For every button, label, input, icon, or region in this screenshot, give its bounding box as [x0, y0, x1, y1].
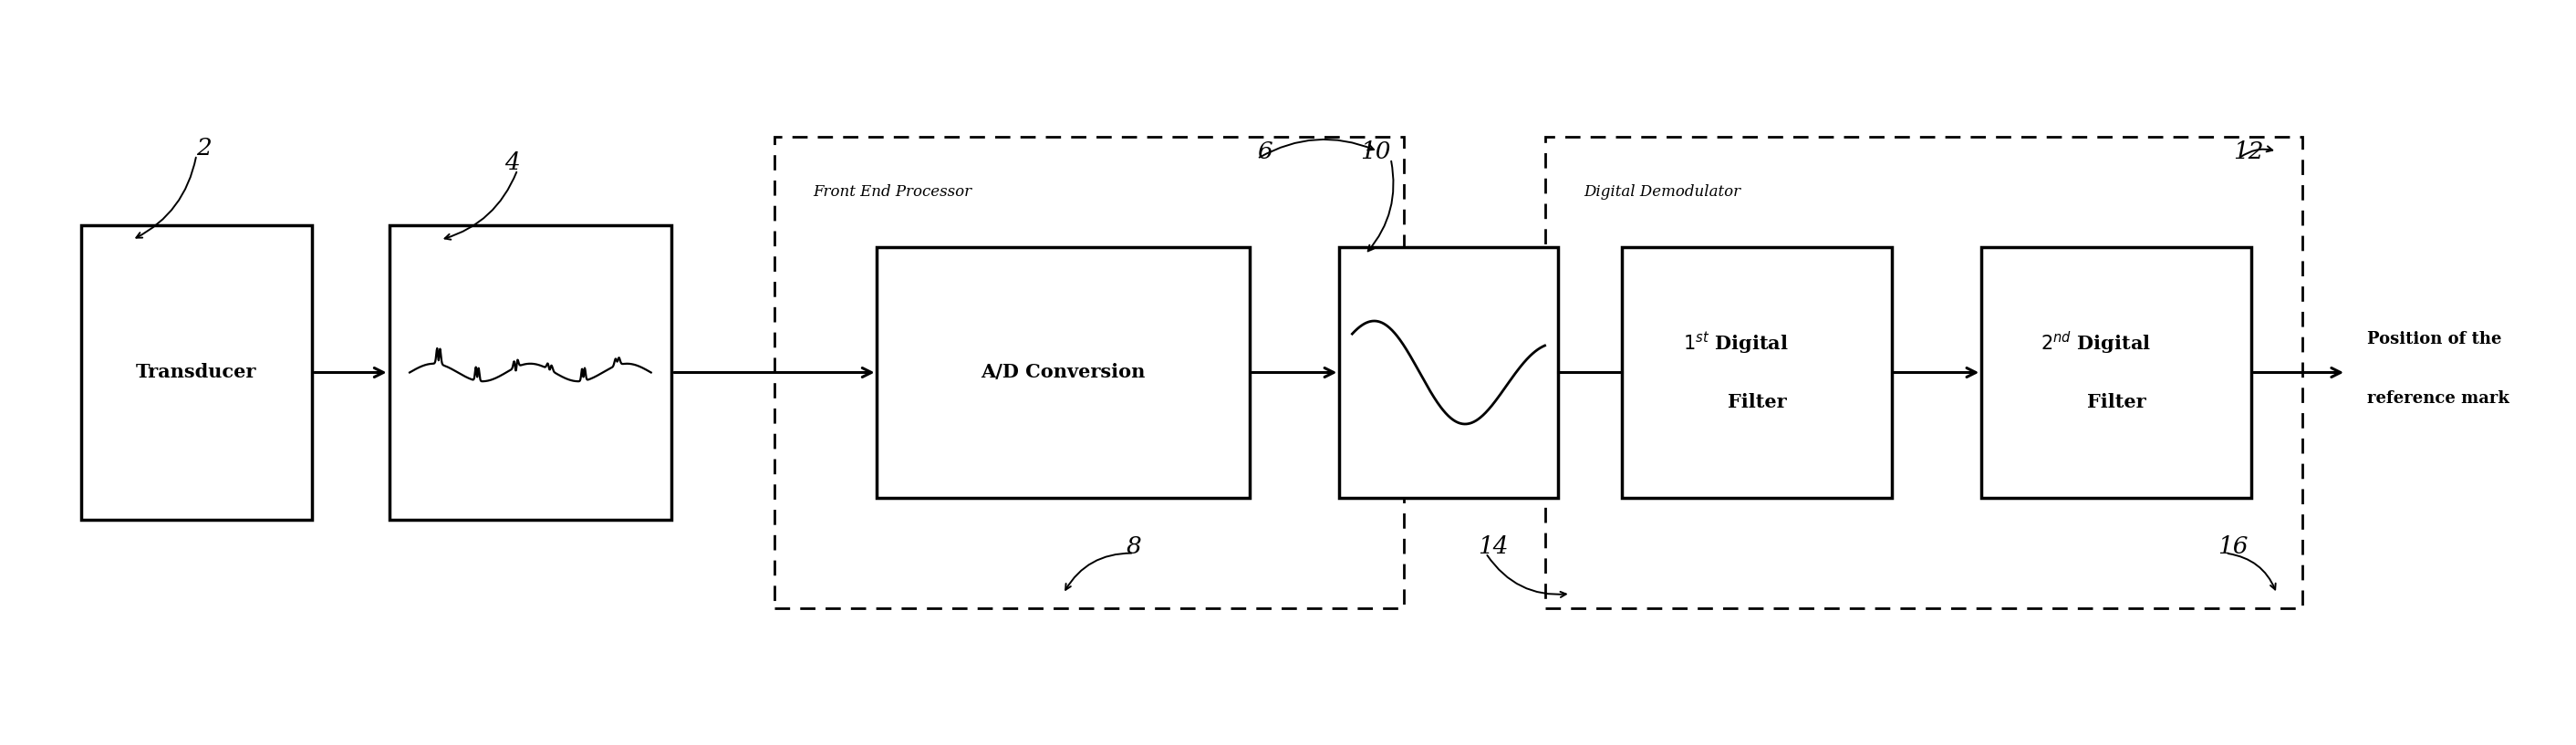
Text: $2^{nd}$ Digital: $2^{nd}$ Digital [2040, 330, 2151, 356]
Text: Digital Demodulator: Digital Demodulator [1584, 184, 1741, 200]
Text: A/D Conversion: A/D Conversion [981, 364, 1146, 381]
Text: 12: 12 [2233, 140, 2264, 163]
Text: Front End Processor: Front End Processor [814, 184, 971, 200]
Text: Position of the: Position of the [2367, 331, 2501, 347]
Text: 8: 8 [1126, 535, 1141, 558]
Text: Filter: Filter [2087, 393, 2146, 411]
Text: 16: 16 [2218, 535, 2249, 558]
FancyBboxPatch shape [1623, 247, 1891, 498]
Text: 14: 14 [1479, 535, 1510, 558]
Text: Transducer: Transducer [137, 364, 258, 381]
Text: $1^{st}$ Digital: $1^{st}$ Digital [1682, 330, 1790, 356]
Text: 4: 4 [505, 151, 520, 174]
FancyBboxPatch shape [1981, 247, 2251, 498]
FancyBboxPatch shape [1340, 247, 1558, 498]
FancyBboxPatch shape [876, 247, 1249, 498]
Text: Filter: Filter [1728, 393, 1785, 411]
Text: 2: 2 [196, 137, 211, 159]
Text: 10: 10 [1360, 140, 1391, 163]
FancyBboxPatch shape [389, 225, 672, 520]
Text: reference mark: reference mark [2367, 390, 2509, 407]
Text: 6: 6 [1257, 140, 1273, 163]
FancyBboxPatch shape [80, 225, 312, 520]
